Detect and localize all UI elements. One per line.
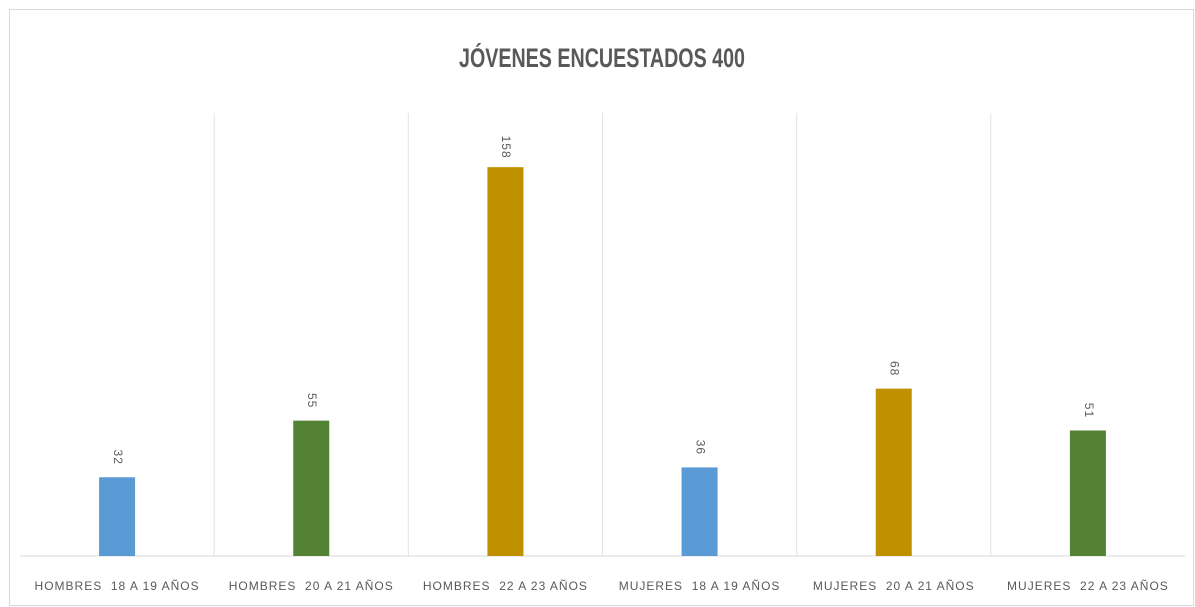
x-tick-label: HOMBRES 20 A 21 AÑOS (229, 579, 394, 593)
bar (875, 388, 912, 556)
bar (99, 477, 136, 556)
bar (681, 467, 718, 556)
x-tick-label: MUJERES 20 A 21 AÑOS (813, 579, 975, 593)
x-tick-label: MUJERES 22 A 23 AÑOS (1007, 579, 1169, 593)
data-label: 68 (888, 361, 902, 376)
data-label: 55 (305, 393, 319, 408)
data-label: 36 (693, 440, 707, 455)
chart-title: JÓVENES ENCUESTADOS 400 (459, 42, 745, 73)
chart-border (9, 9, 1194, 606)
data-label: 32 (111, 450, 125, 465)
bar (1069, 430, 1106, 556)
data-label: 51 (1082, 403, 1096, 418)
x-tick-label: HOMBRES 22 A 23 AÑOS (423, 579, 588, 593)
x-tick-label: MUJERES 18 A 19 AÑOS (619, 579, 781, 593)
bar (487, 167, 524, 556)
data-label: 158 (499, 136, 513, 159)
bar (293, 420, 330, 556)
x-tick-label: HOMBRES 18 A 19 AÑOS (35, 579, 200, 593)
